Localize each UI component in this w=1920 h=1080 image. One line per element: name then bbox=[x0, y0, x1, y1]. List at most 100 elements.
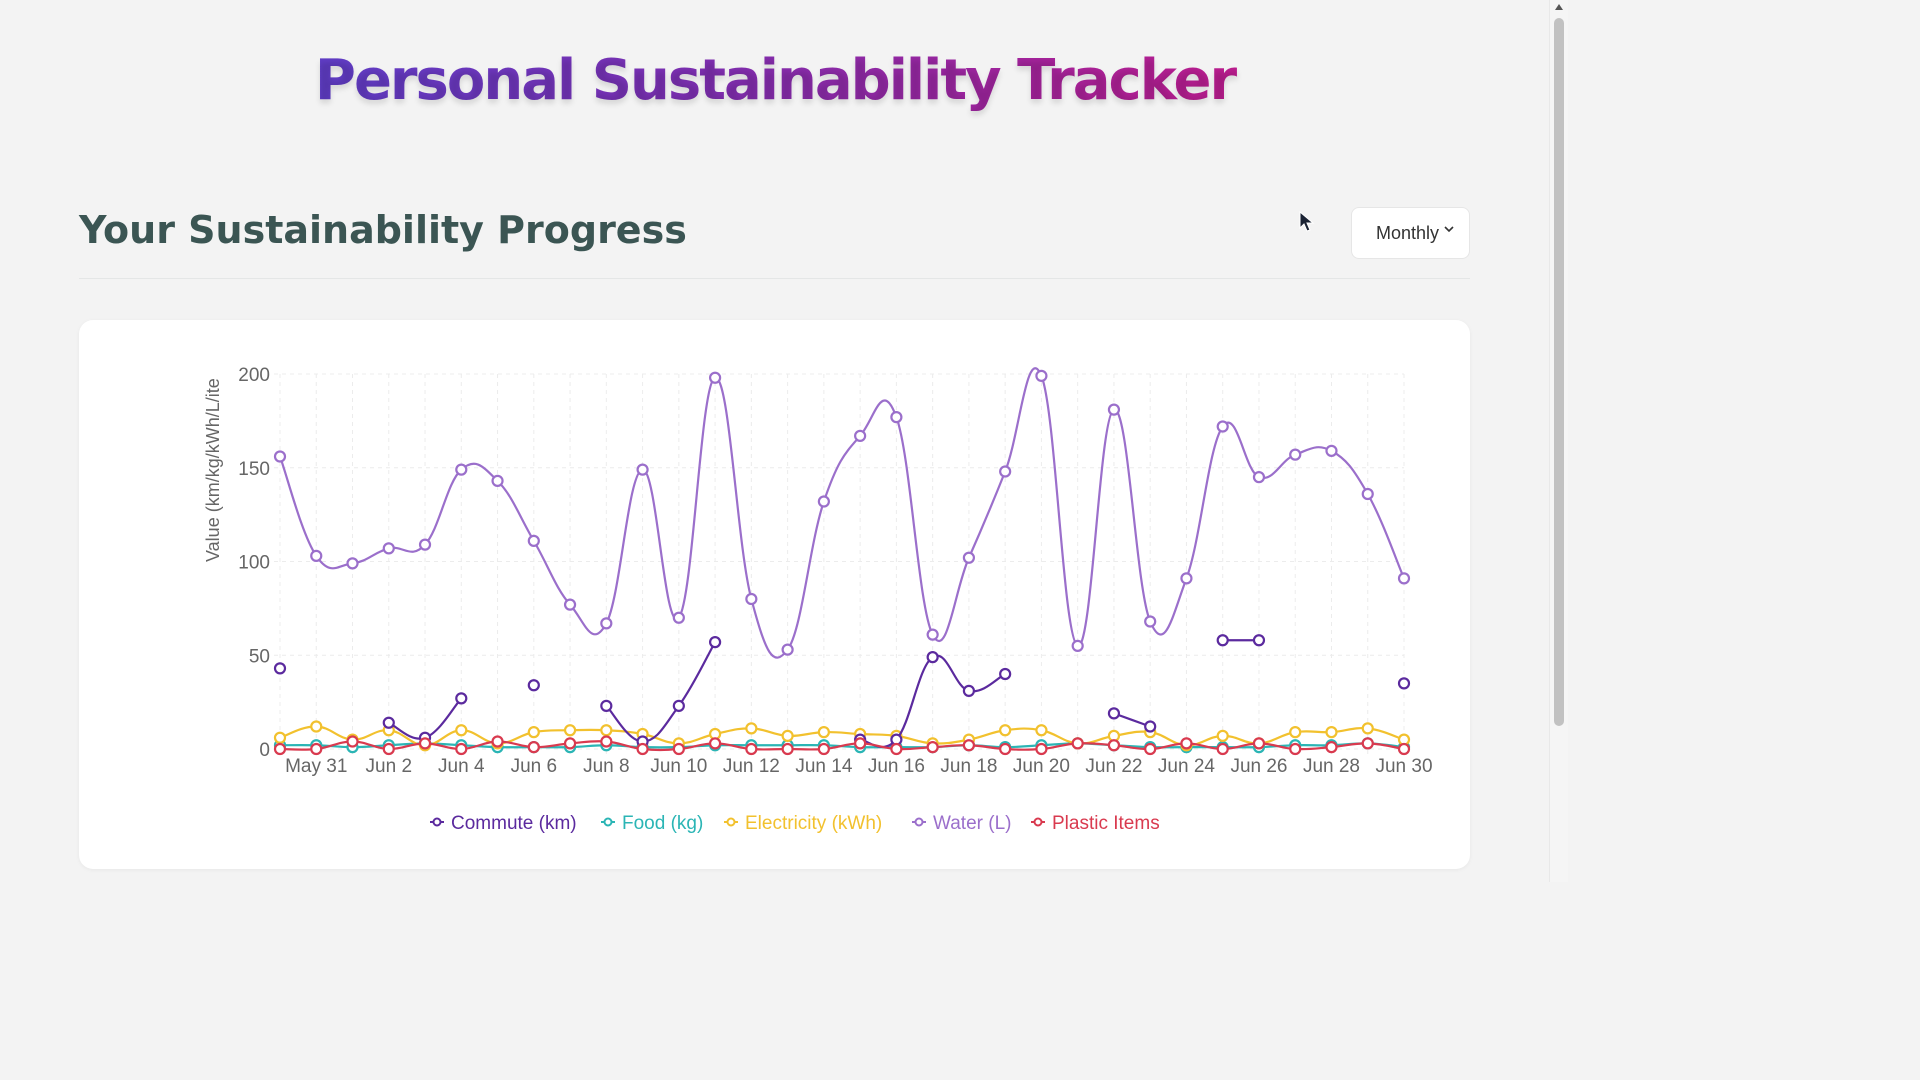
data-point bbox=[672, 742, 685, 756]
data-point bbox=[1397, 677, 1411, 690]
series-line bbox=[605, 641, 717, 743]
data-point bbox=[1107, 739, 1121, 752]
data-point bbox=[636, 463, 649, 476]
data-point bbox=[1180, 572, 1193, 585]
data-point bbox=[273, 731, 287, 744]
data-point bbox=[600, 617, 613, 630]
x-tick-label: Jun 6 bbox=[511, 756, 557, 777]
data-point bbox=[1361, 722, 1374, 735]
data-point bbox=[817, 726, 830, 739]
data-point bbox=[600, 724, 613, 737]
data-point bbox=[999, 742, 1012, 756]
data-point bbox=[1071, 737, 1084, 750]
legend-label: Electricity (kWh) bbox=[745, 813, 882, 834]
data-point bbox=[1216, 420, 1229, 433]
legend-marker-point bbox=[914, 817, 924, 827]
period-select[interactable]: Monthly bbox=[1351, 207, 1470, 259]
data-point bbox=[781, 729, 794, 742]
data-point bbox=[999, 667, 1012, 681]
scroll-up-arrow-icon[interactable] bbox=[1555, 4, 1563, 10]
data-point bbox=[382, 716, 395, 729]
data-point bbox=[563, 724, 577, 737]
data-point bbox=[854, 429, 867, 442]
page-title: Personal Sustainability Tracker bbox=[0, 48, 1550, 113]
data-point bbox=[273, 742, 287, 756]
data-point bbox=[926, 741, 939, 754]
y-axis-label: Value (km/kg/kWh/L/ite bbox=[203, 378, 223, 562]
data-point bbox=[1144, 720, 1157, 733]
data-point bbox=[527, 726, 540, 739]
data-point bbox=[346, 557, 359, 570]
data-point bbox=[382, 742, 395, 756]
y-tick-label: 100 bbox=[238, 553, 270, 574]
chevron-down-icon bbox=[1444, 226, 1454, 233]
data-point bbox=[745, 742, 758, 756]
legend-marker-point bbox=[432, 817, 442, 827]
data-point bbox=[1289, 726, 1302, 739]
data-point bbox=[418, 737, 432, 750]
section-heading: Your Sustainability Progress bbox=[79, 208, 687, 252]
x-tick-label: Jun 4 bbox=[438, 756, 485, 777]
data-point bbox=[1289, 742, 1302, 756]
data-point bbox=[563, 598, 577, 611]
data-point bbox=[455, 724, 468, 737]
legend-marker-point bbox=[1033, 817, 1043, 827]
x-tick-label: Jun 18 bbox=[940, 756, 997, 777]
data-point bbox=[310, 742, 323, 756]
data-point bbox=[708, 737, 722, 750]
data-point bbox=[1180, 737, 1193, 750]
data-point bbox=[1397, 742, 1411, 756]
data-point bbox=[418, 538, 432, 551]
data-point bbox=[600, 699, 613, 712]
data-point bbox=[854, 737, 867, 750]
x-tick-label: Jun 20 bbox=[1013, 756, 1070, 777]
data-point bbox=[491, 474, 504, 487]
series-line bbox=[278, 367, 1406, 659]
data-point bbox=[273, 450, 287, 463]
data-point bbox=[1216, 729, 1229, 742]
x-tick-label: Jun 22 bbox=[1085, 756, 1142, 777]
data-point bbox=[1035, 742, 1048, 756]
data-point bbox=[1144, 615, 1157, 628]
data-point bbox=[310, 720, 323, 733]
x-tick-label: Jun 10 bbox=[650, 756, 707, 777]
heading-divider bbox=[79, 278, 1470, 279]
data-point bbox=[708, 636, 722, 649]
y-tick-label: 200 bbox=[238, 365, 270, 386]
data-point bbox=[817, 495, 830, 508]
scrollbar-thumb[interactable] bbox=[1554, 18, 1564, 726]
data-point bbox=[672, 699, 685, 712]
legend-label: Plastic Items bbox=[1052, 813, 1160, 834]
data-point bbox=[563, 737, 577, 750]
data-point bbox=[745, 592, 758, 606]
data-point bbox=[708, 371, 722, 384]
x-tick-label: Jun 16 bbox=[868, 756, 925, 777]
data-point bbox=[527, 534, 540, 547]
data-point bbox=[600, 735, 613, 748]
data-point bbox=[890, 742, 903, 756]
data-point bbox=[1035, 369, 1048, 382]
x-tick-label: Jun 8 bbox=[583, 756, 629, 777]
data-point bbox=[382, 542, 395, 555]
vertical-scrollbar[interactable] bbox=[1549, 0, 1568, 882]
data-point bbox=[346, 735, 359, 748]
chart-card bbox=[79, 320, 1470, 869]
data-point bbox=[962, 684, 976, 697]
data-point bbox=[1216, 742, 1229, 756]
data-point bbox=[781, 742, 794, 756]
x-tick-label: May 31 bbox=[285, 756, 347, 777]
data-point bbox=[273, 662, 287, 675]
sustainability-line-chart: 0 50 100 150 200 Value (km/kg/kWh/L/ite May 31… bbox=[203, 365, 1433, 834]
data-point bbox=[817, 742, 830, 756]
x-tick-label: Jun 2 bbox=[366, 756, 412, 777]
data-point bbox=[999, 465, 1012, 478]
data-point bbox=[1252, 634, 1266, 647]
legend-marker-point bbox=[726, 817, 736, 827]
legend-label: Water (L) bbox=[933, 813, 1011, 834]
y-tick-label: 150 bbox=[238, 459, 270, 480]
data-point bbox=[1107, 707, 1121, 720]
data-point bbox=[781, 643, 794, 656]
data-point bbox=[1107, 403, 1121, 416]
data-point bbox=[1216, 634, 1229, 647]
data-point bbox=[455, 742, 468, 756]
